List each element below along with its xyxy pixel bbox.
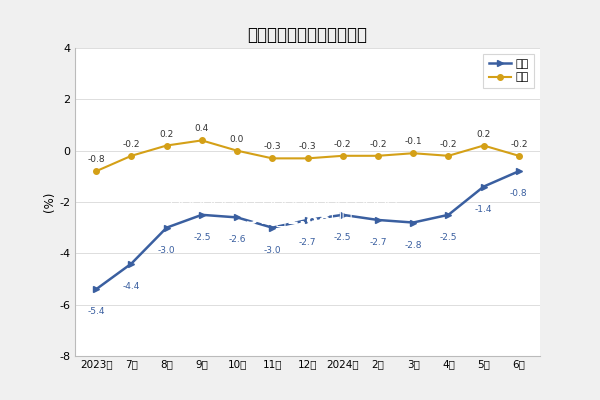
Text: -0.3: -0.3 bbox=[299, 142, 316, 152]
同比 bbox=[92, 287, 100, 292]
环比 bbox=[269, 156, 276, 161]
Text: 0.2: 0.2 bbox=[476, 130, 491, 138]
同比 bbox=[515, 169, 523, 174]
同比 bbox=[304, 218, 311, 222]
Y-axis label: (%): (%) bbox=[43, 192, 56, 212]
同比 bbox=[198, 212, 205, 217]
同比 bbox=[233, 215, 241, 220]
同比 bbox=[163, 225, 170, 230]
环比 bbox=[92, 169, 100, 174]
Text: 股票实盘线上配资 量子之歌盘中异动 股价大跌5.5
3%报1.88美元: 股票实盘线上配资 量子之歌盘中异动 股价大跌5.5 3%报1.88美元 bbox=[170, 187, 430, 228]
Text: 0.4: 0.4 bbox=[194, 124, 209, 134]
环比 bbox=[339, 154, 346, 158]
Text: -0.2: -0.2 bbox=[334, 140, 352, 149]
Text: -3.0: -3.0 bbox=[263, 246, 281, 255]
环比 bbox=[233, 148, 241, 153]
同比 bbox=[128, 261, 135, 266]
Text: -0.8: -0.8 bbox=[510, 189, 527, 198]
Text: -3.0: -3.0 bbox=[158, 246, 175, 255]
Text: 0.0: 0.0 bbox=[230, 135, 244, 144]
环比 bbox=[304, 156, 311, 161]
Text: -2.5: -2.5 bbox=[334, 233, 352, 242]
Text: -2.5: -2.5 bbox=[193, 233, 211, 242]
环比 bbox=[515, 154, 523, 158]
环比 bbox=[163, 143, 170, 148]
Text: -0.3: -0.3 bbox=[263, 142, 281, 152]
Text: -0.1: -0.1 bbox=[404, 137, 422, 146]
Title: 工业生产者出厂价格涨跌幅: 工业生产者出厂价格涨跌幅 bbox=[248, 26, 367, 44]
Text: -2.7: -2.7 bbox=[369, 238, 387, 247]
环比 bbox=[480, 143, 487, 148]
Line: 环比: 环比 bbox=[94, 138, 521, 174]
同比 bbox=[445, 212, 452, 217]
同比 bbox=[374, 218, 382, 222]
Text: -0.2: -0.2 bbox=[440, 140, 457, 149]
Text: -2.8: -2.8 bbox=[404, 240, 422, 250]
Text: -5.4: -5.4 bbox=[88, 307, 105, 316]
Text: -0.2: -0.2 bbox=[122, 140, 140, 149]
环比 bbox=[445, 154, 452, 158]
Text: -2.5: -2.5 bbox=[440, 233, 457, 242]
Text: -0.2: -0.2 bbox=[369, 140, 387, 149]
Text: -2.7: -2.7 bbox=[299, 238, 316, 247]
Legend: 同比, 环比: 同比, 环比 bbox=[484, 54, 535, 88]
同比 bbox=[480, 184, 487, 189]
Text: 0.2: 0.2 bbox=[160, 130, 174, 138]
同比 bbox=[269, 225, 276, 230]
环比 bbox=[198, 138, 205, 143]
环比 bbox=[374, 154, 382, 158]
Text: -0.2: -0.2 bbox=[510, 140, 527, 149]
Line: 同比: 同比 bbox=[93, 168, 522, 292]
Text: -2.6: -2.6 bbox=[228, 236, 246, 244]
Text: -0.8: -0.8 bbox=[88, 155, 105, 164]
环比 bbox=[410, 151, 417, 156]
Text: -4.4: -4.4 bbox=[122, 282, 140, 291]
Text: -1.4: -1.4 bbox=[475, 205, 493, 214]
环比 bbox=[128, 154, 135, 158]
同比 bbox=[410, 220, 417, 225]
同比 bbox=[339, 212, 346, 217]
